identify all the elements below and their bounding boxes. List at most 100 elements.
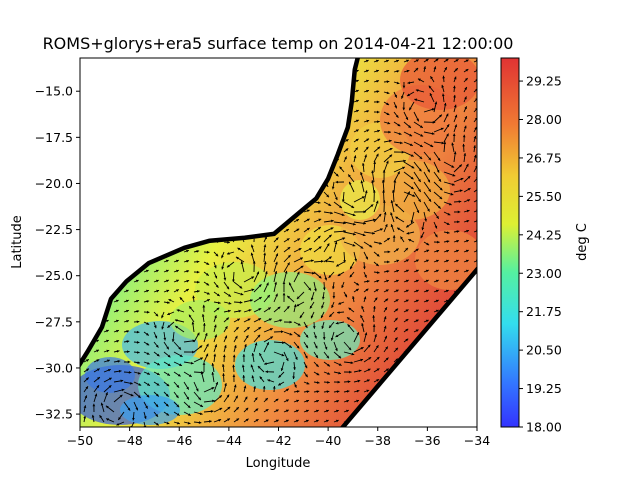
current-vector-head: [95, 169, 99, 173]
current-vector-head: [130, 381, 133, 385]
current-vector: [113, 149, 119, 153]
current-vector: [133, 259, 139, 263]
current-vector-head: [382, 200, 386, 203]
current-vector-head: [195, 69, 199, 73]
current-vector: [293, 139, 299, 143]
current-vector: [173, 149, 179, 153]
current-vector: [293, 129, 299, 133]
current-vector-head: [455, 309, 459, 313]
current-vector-head: [105, 392, 108, 396]
current-vector: [143, 229, 149, 233]
current-vector: [193, 79, 199, 83]
current-vector-head: [211, 363, 215, 366]
current-vector-head: [366, 109, 370, 113]
current-vector: [203, 169, 209, 173]
current-vector-head: [127, 360, 131, 364]
current-vector: [193, 179, 199, 183]
current-vector-head: [325, 119, 329, 123]
current-vector-head: [85, 249, 89, 253]
current-vector-head: [415, 279, 419, 283]
current-vector-head: [280, 330, 284, 334]
current-vector-head: [435, 259, 439, 263]
current-vector-head: [219, 395, 222, 399]
current-vector: [133, 59, 139, 63]
current-vector-head: [166, 289, 170, 293]
current-vector-head: [225, 129, 229, 133]
current-vector: [123, 129, 129, 133]
current-vector: [123, 79, 129, 83]
current-vector-head: [115, 119, 119, 123]
current-vector-head: [201, 314, 205, 317]
current-vector-head: [179, 297, 183, 301]
current-vector-head: [435, 269, 439, 273]
current-vector-head: [315, 69, 319, 73]
current-vector-head: [327, 380, 330, 384]
current-vector: [113, 89, 119, 93]
current-vector-head: [205, 119, 209, 123]
current-vector: [443, 319, 449, 323]
current-vector-head: [265, 419, 269, 423]
current-vector-head: [125, 119, 129, 123]
current-vector-head: [125, 199, 129, 203]
current-vector-head: [265, 199, 269, 203]
current-vector: [453, 389, 459, 393]
current-vector-head: [165, 139, 169, 143]
current-vector-head: [175, 149, 179, 153]
current-vector: [313, 109, 319, 113]
current-vector: [193, 129, 199, 133]
current-vector-head: [275, 179, 279, 183]
current-vector: [243, 59, 249, 63]
current-vector-head: [327, 363, 330, 367]
current-vector-head: [226, 229, 230, 233]
current-vector-head: [165, 259, 169, 263]
current-vector-head: [235, 169, 239, 173]
current-vector-head: [245, 99, 249, 103]
current-vector: [203, 229, 210, 233]
current-vector-head: [365, 288, 369, 292]
current-vector-head: [126, 340, 130, 343]
current-vector-head: [455, 259, 459, 263]
current-vector: [163, 159, 169, 163]
current-vector-head: [386, 279, 389, 283]
current-vector: [123, 249, 129, 253]
current-vector: [173, 129, 179, 133]
current-vector-head: [315, 79, 319, 83]
current-vector-head: [212, 399, 215, 403]
current-vector: [93, 269, 99, 273]
current-vector: [263, 169, 269, 173]
current-vector: [353, 419, 359, 423]
current-vector-head: [205, 149, 209, 153]
current-vector-head: [255, 69, 259, 73]
current-vector: [203, 69, 209, 73]
current-vector-head: [115, 149, 119, 153]
current-vector-head: [145, 269, 149, 273]
current-vector-head: [175, 219, 179, 223]
current-vector-head: [206, 262, 210, 265]
current-vector-head: [195, 149, 199, 153]
current-vector-head: [385, 289, 389, 293]
current-vector: [293, 190, 300, 193]
current-vector-head: [308, 287, 311, 291]
current-vector: [433, 329, 439, 333]
current-vector-head: [282, 292, 286, 296]
current-vector-head: [285, 419, 289, 423]
current-vector-head: [376, 271, 380, 274]
current-vector: [183, 179, 189, 183]
current-vector-head: [255, 139, 259, 143]
current-vector-head: [395, 279, 399, 283]
current-vector-head: [330, 211, 333, 215]
current-vector-head: [146, 310, 150, 314]
current-vector-head: [146, 361, 150, 365]
current-vector-head: [195, 119, 199, 123]
current-vector-head: [435, 289, 439, 293]
current-vector: [83, 169, 89, 173]
current-vector-head: [415, 349, 419, 353]
current-vector-head: [446, 222, 450, 225]
current-vector-head: [85, 79, 89, 83]
current-vector-head: [115, 269, 119, 273]
current-vector-head: [395, 379, 399, 383]
current-vector: [103, 99, 109, 103]
current-vector-head: [155, 269, 159, 273]
current-vector-head: [286, 306, 290, 309]
current-vector: [133, 99, 139, 103]
